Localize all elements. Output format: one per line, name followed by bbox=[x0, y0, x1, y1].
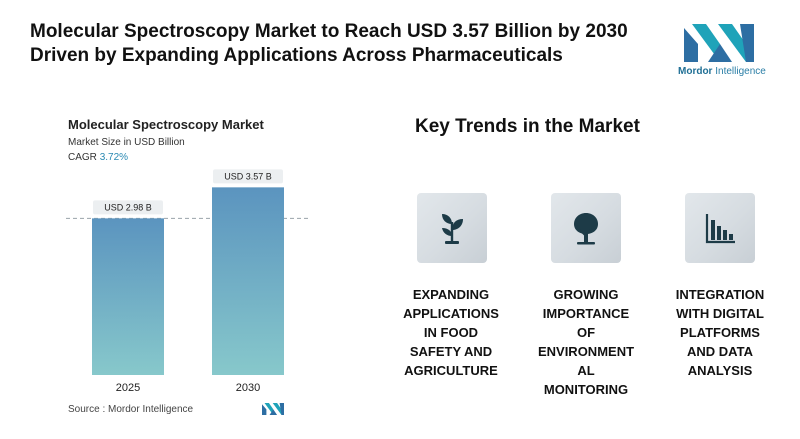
trend-icon-box-1 bbox=[417, 193, 487, 263]
cagr-value: 3.72% bbox=[99, 152, 129, 163]
x-tick-2025: 2025 bbox=[116, 382, 140, 394]
trend-icon-box-2 bbox=[551, 193, 621, 263]
data-label-2030: USD 3.57 B bbox=[224, 171, 272, 181]
trend-label-3: INTEGRATION WITH DIGITAL PLATFORMS AND D… bbox=[675, 287, 765, 378]
data-label-bg-2025 bbox=[93, 200, 163, 215]
headline-line-1: Molecular Spectroscopy Market to Reach U… bbox=[30, 21, 628, 42]
chart-cagr: CAGR 3.72% bbox=[68, 152, 128, 163]
trends-title: Key Trends in the Market bbox=[415, 116, 640, 137]
trend-label-1: EXPANDING APPLICATIONS IN FOOD SAFETY AN… bbox=[403, 287, 499, 378]
data-label-bg-2030 bbox=[213, 169, 283, 184]
chart-source: Source : Mordor Intelligence bbox=[68, 404, 194, 415]
data-label-2025: USD 2.98 B bbox=[104, 202, 152, 212]
bar-2030 bbox=[212, 187, 284, 375]
mordor-logo-icon bbox=[684, 24, 754, 62]
source-logo-icon bbox=[262, 403, 284, 415]
headline-line-2: Driven by Expanding Applications Across … bbox=[30, 45, 563, 66]
logo-wordmark: Mordor Intelligence bbox=[678, 66, 766, 77]
market-size-bar-chart: USD 2.98 B 2025 USD 3.57 B 2030 bbox=[66, 169, 310, 394]
chart-subtitle: Market Size in USD Billion bbox=[68, 137, 185, 148]
bar-chart-icon bbox=[705, 214, 735, 244]
trend-label-2: GROWING IMPORTANCE OF ENVIRONMENT AL MON… bbox=[537, 287, 635, 397]
page-headline: Molecular Spectroscopy Market to Reach U… bbox=[30, 20, 670, 68]
brand-logo: Mordor Intelligence bbox=[678, 24, 770, 84]
tree-icon bbox=[574, 213, 598, 245]
bar-2025 bbox=[92, 218, 164, 375]
trend-icon-box-3 bbox=[685, 193, 755, 263]
x-tick-2030: 2030 bbox=[236, 382, 260, 394]
cagr-label: CAGR bbox=[68, 152, 97, 163]
plant-sprout-icon bbox=[442, 214, 463, 244]
chart-title: Molecular Spectroscopy Market bbox=[68, 117, 264, 132]
